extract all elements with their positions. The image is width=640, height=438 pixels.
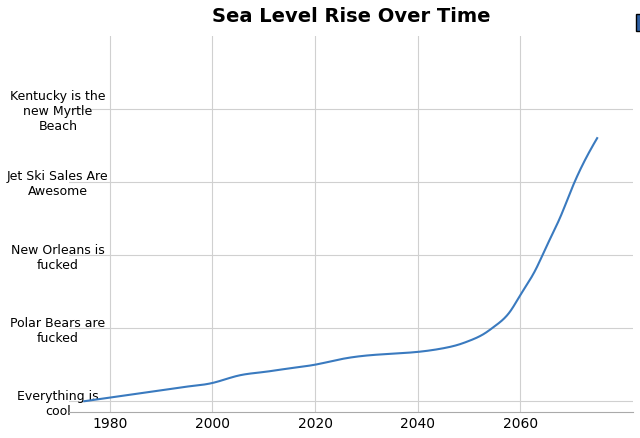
Title: Sea Level Rise Over Time: Sea Level Rise Over Time [212,7,490,26]
